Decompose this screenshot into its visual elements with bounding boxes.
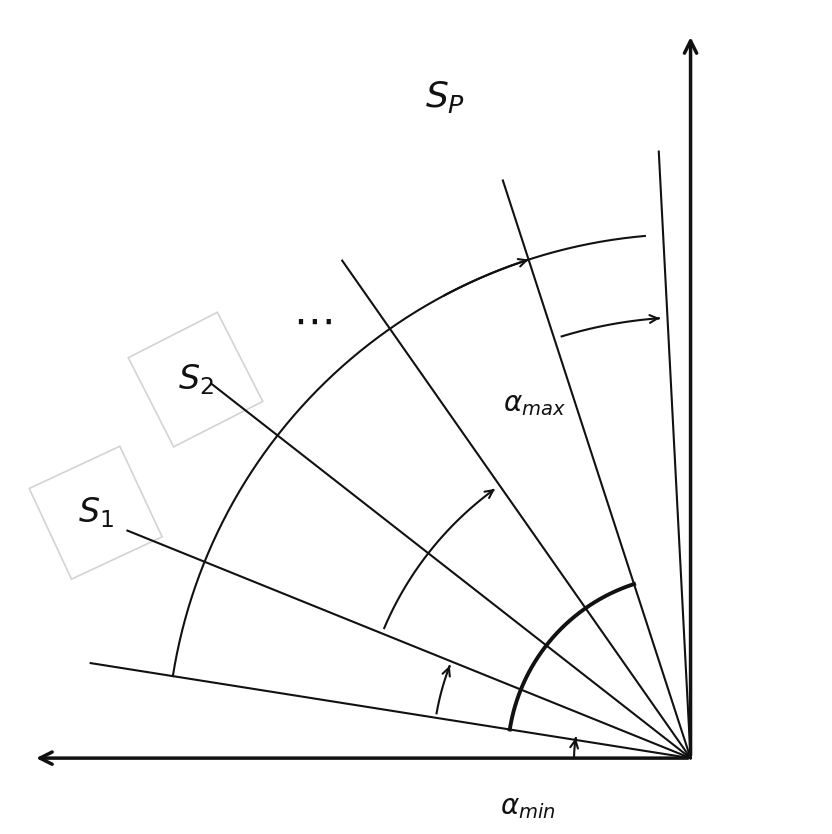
- Text: $\alpha_{max}$: $\alpha_{max}$: [503, 391, 567, 418]
- Text: $S_P$: $S_P$: [425, 78, 465, 115]
- Text: $\alpha_{min}$: $\alpha_{min}$: [501, 793, 556, 821]
- Text: $S_1$: $S_1$: [77, 495, 114, 530]
- Text: $\cdots$: $\cdots$: [293, 300, 331, 342]
- Text: $S_2$: $S_2$: [177, 362, 214, 397]
